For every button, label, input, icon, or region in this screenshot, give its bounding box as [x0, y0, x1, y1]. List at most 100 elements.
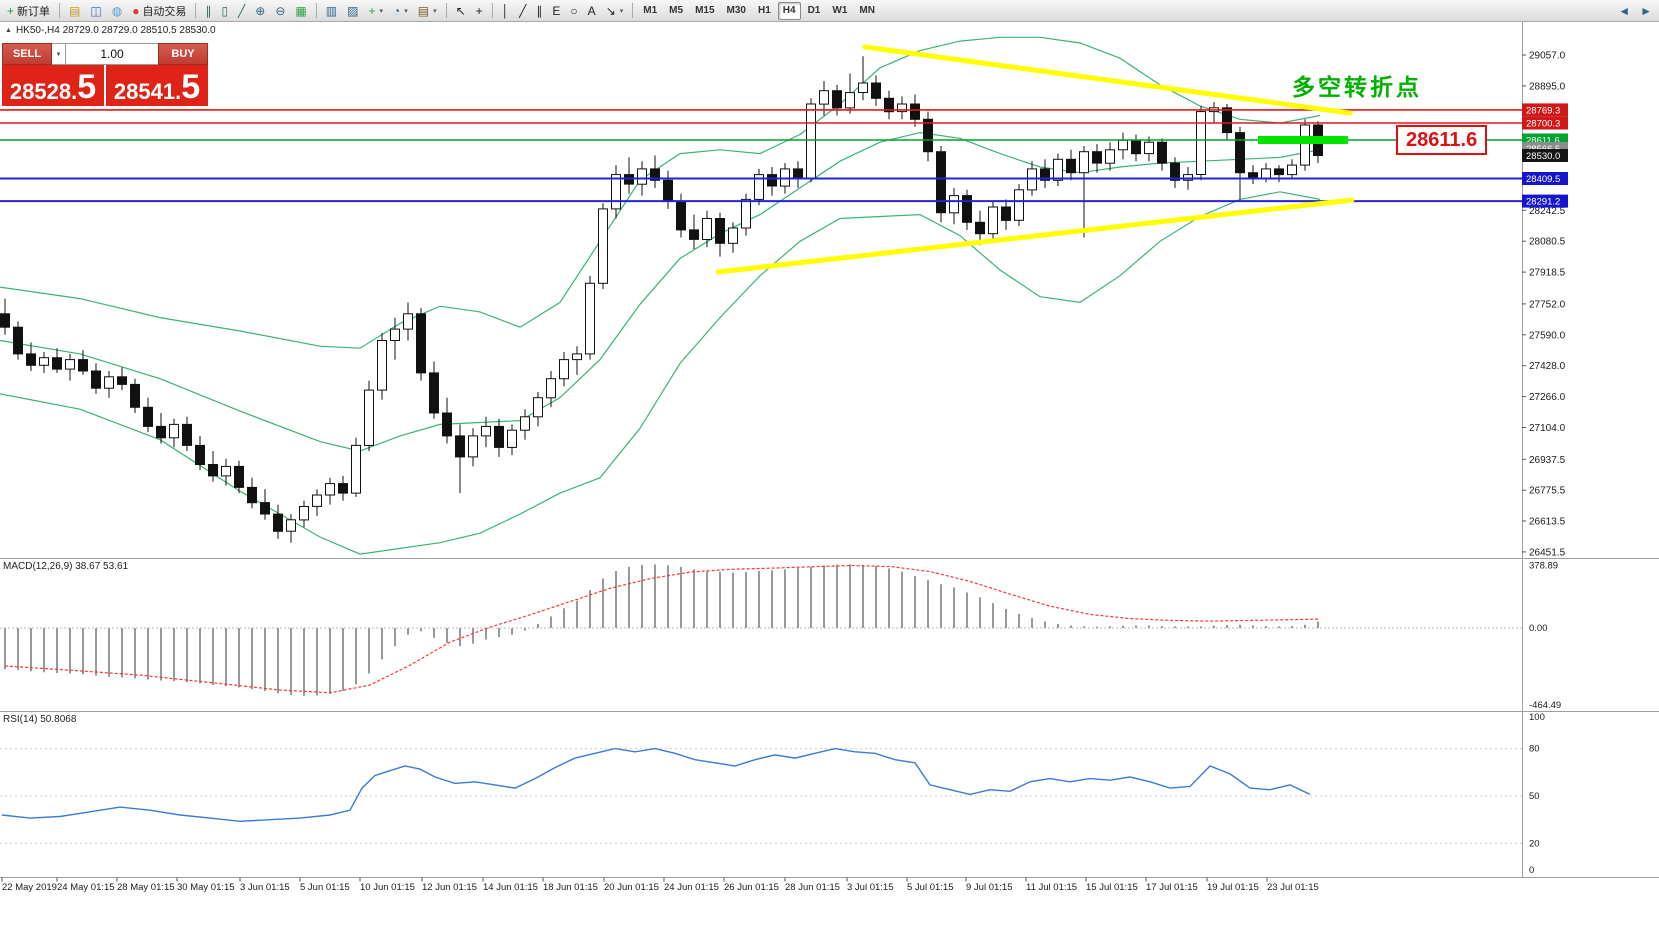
rsi-axis[interactable]: 100 80 50 20 0 [1529, 712, 1545, 876]
svg-text:28291.2: 28291.2 [1526, 197, 1560, 208]
svg-text:28 Jun 01:15: 28 Jun 01:15 [785, 882, 840, 893]
timeframe-w1-button[interactable]: W1 [832, 5, 848, 16]
buy-price[interactable]: 28541. 5 [106, 65, 208, 106]
fibonacci-tool-button[interactable]: E [547, 1, 565, 21]
auto-trading-button[interactable]: ● 自动交易 [132, 3, 187, 18]
channel-tool-icon: ∥ [536, 3, 543, 18]
svg-text:378.89: 378.89 [1529, 560, 1558, 571]
svg-text:28769.3: 28769.3 [1526, 105, 1560, 116]
shapes-tool-icon: ○ [570, 3, 578, 18]
svg-text:100: 100 [1529, 712, 1545, 723]
svg-text:23 Jul 01:15: 23 Jul 01:15 [1267, 882, 1319, 893]
line-chart-type-button[interactable]: ╱ [233, 1, 250, 21]
buy-price-big-digit: 5 [181, 68, 201, 107]
scroll-right-button[interactable]: ► [1635, 1, 1657, 21]
timeframe-d1-button[interactable]: D1 [807, 5, 821, 16]
channel-tool-button[interactable]: ∥ [531, 1, 547, 21]
sell-price[interactable]: 28528. 5 [2, 65, 104, 106]
add-indicator-button[interactable]: + ▾ [363, 1, 388, 21]
svg-text:3 Jun 01:15: 3 Jun 01:15 [240, 882, 290, 893]
dropdown-arrow-icon: ▾ [379, 7, 383, 15]
zoom-out-button[interactable]: ⊖ [270, 1, 290, 21]
svg-text:0: 0 [1529, 865, 1534, 876]
buy-price-int: 28541. [113, 79, 182, 104]
bar-chart-type-button[interactable]: ∥ [200, 1, 216, 21]
macd-panel [0, 564, 1522, 696]
vertical-line-tool-button[interactable]: │ [497, 1, 515, 21]
svg-text:3 Jul 01:15: 3 Jul 01:15 [847, 882, 893, 893]
zoom-in-icon: ⊕ [255, 3, 266, 18]
new-order-icon: + [7, 3, 15, 18]
indicators-window-icon: ▥ [325, 3, 338, 18]
svg-text:28530.0: 28530.0 [1526, 151, 1560, 162]
timeframe-mn-button[interactable]: MN [859, 5, 875, 16]
svg-text:22 May 2019: 22 May 2019 [2, 882, 57, 893]
zoom-out-icon: ⊖ [275, 3, 286, 18]
svg-text:26937.5: 26937.5 [1529, 455, 1566, 466]
profile-icon[interactable]: ◫ [85, 1, 106, 21]
scroll-left-button[interactable]: ◄ [1613, 1, 1635, 21]
svg-text:11 Jul 01:15: 11 Jul 01:15 [1026, 882, 1077, 893]
shapes-tool-button[interactable]: ○ [565, 1, 582, 21]
objects-list-button[interactable]: ▨ [342, 1, 363, 21]
zoom-in-button[interactable]: ⊕ [250, 1, 270, 21]
svg-text:80: 80 [1529, 744, 1540, 755]
chart-annotation-text[interactable]: 多空转折点 [1292, 74, 1422, 100]
trendline-tool-button[interactable]: ╱ [514, 1, 531, 21]
volume-dropdown-icon[interactable]: ▾ [52, 43, 66, 65]
cursor-button[interactable]: ↖ [451, 1, 471, 21]
period-selector-button[interactable]: ◔ ▾ [388, 1, 413, 21]
svg-text:26775.5: 26775.5 [1529, 486, 1566, 497]
template-button[interactable]: ▤ ▾ [413, 1, 442, 21]
svg-text:12 Jun 01:15: 12 Jun 01:15 [422, 882, 477, 893]
price-axis[interactable]: 29057.0 28895.0 28242.5 28080.5 27918.5 27752… [1522, 51, 1568, 559]
toolbar-separator [632, 3, 634, 18]
vertical-line-tool-icon: │ [501, 3, 510, 18]
trendline-drawings[interactable] [715, 44, 1355, 275]
line-chart-type-icon: ╱ [238, 3, 246, 18]
candlestick-chart-type-button[interactable]: ▯ [216, 1, 233, 21]
scroll-left-icon: ◄ [1618, 3, 1631, 18]
toolbar-separator [195, 3, 197, 18]
panel-separators[interactable] [0, 22, 1659, 878]
sell-button[interactable]: SELL [2, 43, 52, 65]
macd-axis[interactable]: 378.89 0.00 -464.49 [1529, 560, 1561, 710]
charts-grid-icon[interactable]: ▤ [64, 1, 85, 21]
arrows-tool-icon: ↘ [605, 3, 616, 18]
svg-text:28611.6: 28611.6 [1526, 136, 1560, 147]
svg-text:17 Jul 01:15: 17 Jul 01:15 [1146, 882, 1198, 893]
svg-text:29057.0: 29057.0 [1529, 51, 1566, 62]
tile-windows-button[interactable]: ▦ [290, 1, 311, 21]
timeframe-m5-button[interactable]: M5 [669, 5, 684, 16]
new-order-button[interactable]: + 新订单 [7, 3, 51, 18]
timeframe-h1-button[interactable]: H1 [757, 5, 771, 16]
timeframe-h4-button[interactable]: H4 [777, 1, 801, 20]
timeframe-m15-button[interactable]: M15 [695, 5, 715, 16]
arrows-tool-button[interactable]: ↘ ▾ [601, 1, 629, 21]
toolbar-separator [315, 3, 317, 18]
svg-text:28409.5: 28409.5 [1526, 174, 1560, 185]
profile-icon-icon: ◫ [90, 3, 102, 18]
svg-text:5 Jun 01:15: 5 Jun 01:15 [300, 882, 350, 893]
svg-text:9 Jul 01:15: 9 Jul 01:15 [966, 882, 1012, 893]
market-watch-icon[interactable]: ◍ [107, 1, 127, 21]
volume-input[interactable]: 1.00 [66, 43, 158, 65]
time-axis[interactable]: 22 May 2019 24 May 01:15 28 May 01:15 30 Ma… [1, 877, 1319, 894]
horizontal-level-lines[interactable] [0, 109, 1522, 203]
svg-text:27428.0: 27428.0 [1529, 361, 1566, 372]
crosshair-button[interactable]: + [471, 1, 488, 21]
svg-text:28700.3: 28700.3 [1526, 119, 1560, 130]
sell-price-int: 28528. [9, 79, 78, 104]
indicators-window-button[interactable]: ▥ [321, 1, 342, 21]
timeframe-m1-button[interactable]: M1 [643, 5, 658, 16]
buy-button[interactable]: BUY [158, 43, 208, 65]
svg-text:27752.0: 27752.0 [1529, 299, 1566, 310]
timeframe-m30-button[interactable]: M30 [726, 5, 746, 16]
price-callout-box[interactable]: 28611.6 [1396, 125, 1488, 155]
collapse-arrow-icon[interactable]: ▲ [5, 27, 12, 34]
rsi-indicator-label: RSI(14) 50.8068 [3, 714, 77, 725]
text-tool-button[interactable]: A [583, 1, 601, 21]
svg-text:14 Jun 01:15: 14 Jun 01:15 [483, 882, 538, 893]
